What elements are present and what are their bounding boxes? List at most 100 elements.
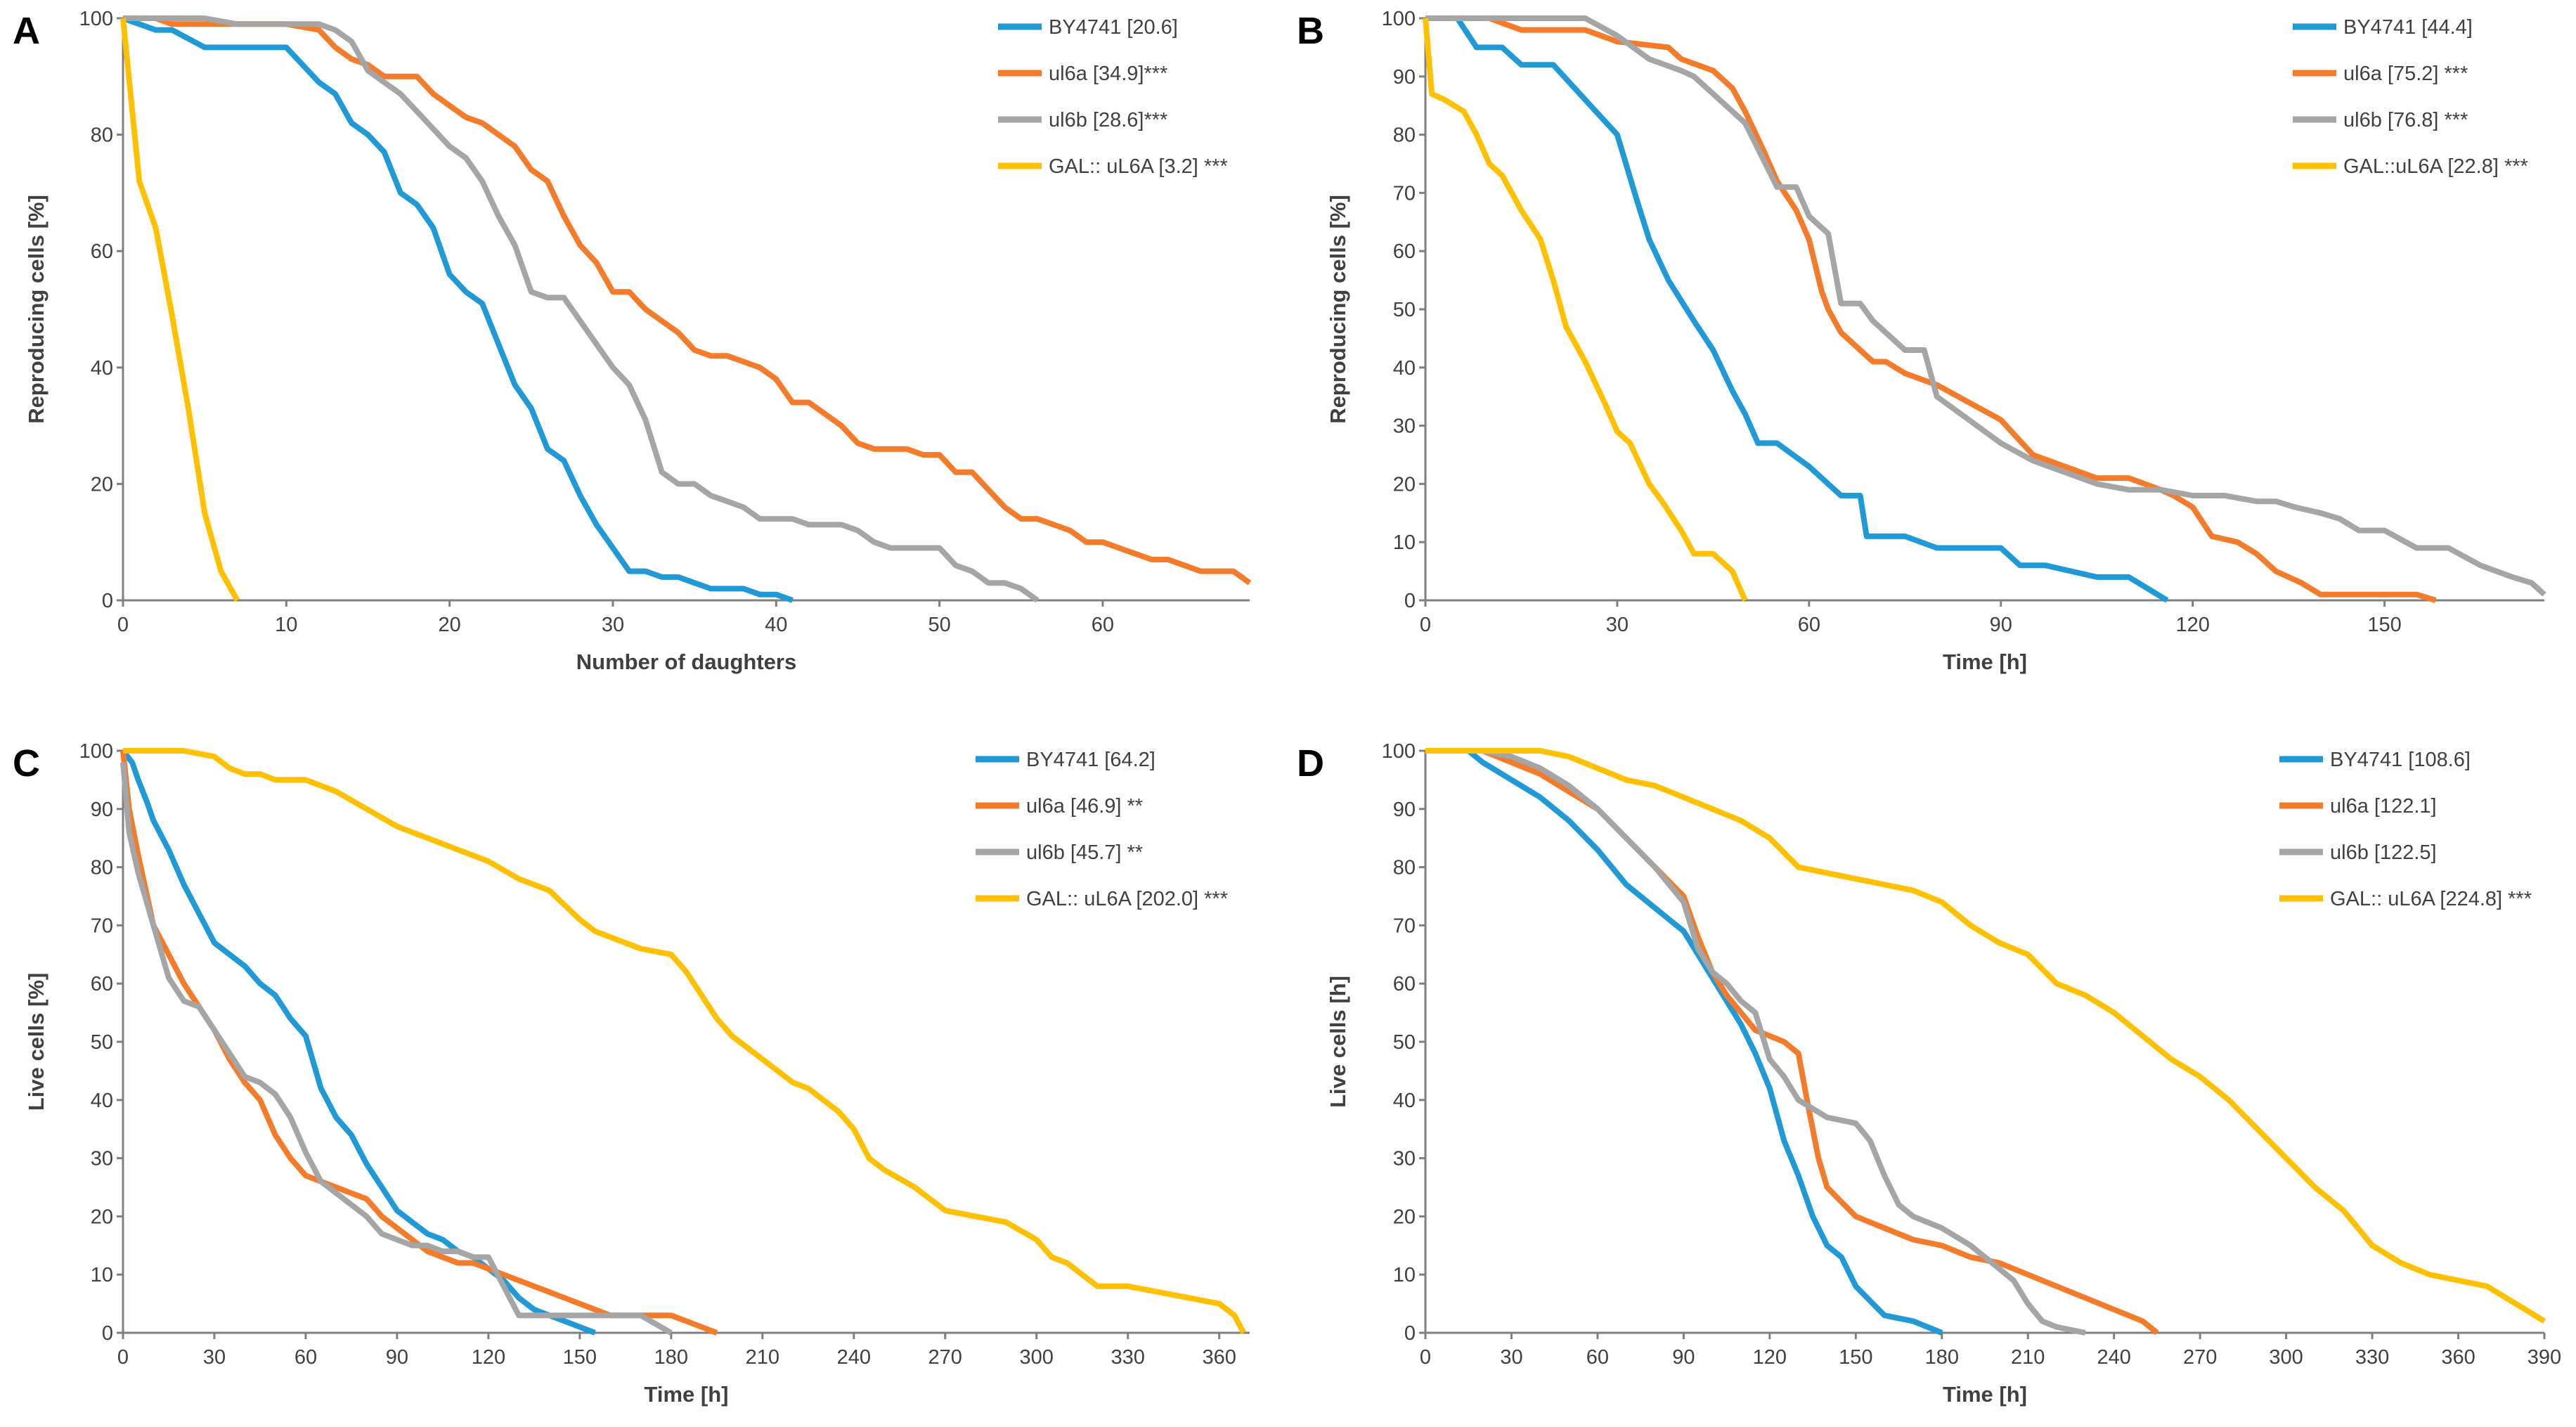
x-tick-label: 240 (837, 1346, 871, 1369)
x-tick-label: 180 (1925, 1346, 1959, 1369)
y-tick-label: 100 (1382, 8, 1416, 30)
series-line-ul6a (1425, 15, 2437, 603)
y-tick-label: 60 (91, 973, 113, 995)
legend-label: BY4741 [108.6] (2330, 749, 2471, 771)
x-tick-label: 30 (203, 1346, 226, 1369)
x-axis-title: Time [h] (645, 1382, 729, 1407)
legend-label: GAL:: uL6A [3.2] *** (1049, 155, 1228, 178)
series-line-ul6b (1425, 748, 2086, 1336)
x-tick-label: 90 (1990, 614, 2012, 636)
x-axis-title: Number of daughters (576, 650, 796, 674)
series-line-by4741 (1425, 748, 1943, 1336)
series-line-ul6a (123, 15, 1252, 586)
x-tick-label: 90 (386, 1346, 408, 1369)
legend-label: ul6b [45.7] ** (1026, 841, 1143, 864)
x-tick-label: 60 (1586, 1346, 1609, 1369)
x-tick-label: 0 (117, 614, 129, 636)
y-tick-label: 70 (1393, 182, 1416, 205)
y-tick-label: 10 (1393, 1264, 1416, 1286)
x-tick-label: 270 (928, 1346, 962, 1369)
legend-label: ul6a [34.9]*** (1049, 63, 1167, 85)
y-tick-label: 100 (79, 8, 113, 30)
y-tick-label: 100 (79, 740, 113, 763)
x-tick-label: 270 (2183, 1346, 2217, 1369)
y-tick-label: 80 (1393, 857, 1416, 879)
panel-letter: C (13, 742, 40, 784)
legend-label: GAL::uL6A [22.8] *** (2343, 155, 2528, 178)
y-tick-label: 0 (1404, 590, 1416, 612)
y-tick-label: 30 (91, 1148, 113, 1170)
y-tick-label: 90 (91, 799, 113, 821)
y-tick-label: 60 (1393, 973, 1416, 995)
y-tick-label: 30 (1393, 415, 1416, 438)
y-tick-label: 50 (1393, 1031, 1416, 1054)
series-line-gal (1425, 748, 2546, 1324)
x-tick-label: 210 (2011, 1346, 2045, 1369)
x-tick-label: 150 (2367, 614, 2401, 636)
y-tick-label: 0 (1404, 1322, 1416, 1345)
y-tick-label: 10 (1393, 531, 1416, 554)
legend-label: BY4741 [44.4] (2343, 16, 2473, 39)
x-tick-label: 60 (1798, 614, 1820, 636)
x-tick-label: 330 (2355, 1346, 2389, 1369)
x-tick-label: 330 (1111, 1346, 1145, 1369)
series-line-gal (123, 748, 1246, 1334)
chart-panel-a: A 0 20 40 60 80 100 0 10 20 30 40 50 60 Number of daug… (13, 8, 1252, 674)
y-tick-label: 70 (91, 915, 113, 937)
panel-letter: D (1297, 742, 1324, 784)
x-tick-label: 300 (2269, 1346, 2303, 1369)
x-tick-label: 150 (1839, 1346, 1872, 1369)
y-tick-label: 20 (91, 473, 113, 496)
series-line-by4741 (1425, 15, 2169, 603)
series-line-ul6b (123, 15, 1040, 603)
y-tick-label: 80 (91, 124, 113, 147)
x-tick-label: 30 (602, 614, 624, 636)
y-axis-title: Live cells [%] (24, 973, 48, 1111)
x-tick-label: 0 (1420, 1346, 1431, 1369)
series-line-ul6b (1425, 15, 2546, 597)
x-axis-title: Time [h] (1943, 1382, 2027, 1407)
y-tick-label: 0 (102, 1322, 113, 1345)
y-tick-label: 0 (102, 590, 113, 612)
x-tick-label: 10 (275, 614, 297, 636)
y-tick-label: 40 (91, 357, 113, 380)
y-tick-label: 10 (91, 1264, 113, 1286)
x-tick-label: 210 (746, 1346, 779, 1369)
legend-label: BY4741 [20.6] (1049, 16, 1178, 39)
x-tick-label: 240 (2097, 1346, 2130, 1369)
panel-letter: A (13, 10, 40, 52)
y-tick-label: 50 (91, 1031, 113, 1054)
y-tick-label: 20 (1393, 473, 1416, 496)
x-tick-label: 30 (1606, 614, 1629, 636)
y-tick-label: 60 (91, 240, 113, 263)
y-tick-label: 90 (1393, 799, 1416, 821)
x-tick-label: 90 (1672, 1346, 1695, 1369)
x-tick-label: 390 (2528, 1346, 2561, 1369)
series-line-by4741 (122, 15, 794, 603)
x-tick-label: 360 (2441, 1346, 2475, 1369)
y-tick-label: 90 (1393, 66, 1416, 89)
legend-label: ul6b [122.5] (2330, 841, 2437, 864)
legend-label: BY4741 [64.2] (1026, 749, 1156, 771)
x-tick-label: 120 (472, 1346, 505, 1369)
y-axis-title: Reproducing cells [%] (24, 195, 48, 424)
y-tick-label: 20 (1393, 1206, 1416, 1228)
x-tick-label: 60 (1092, 614, 1114, 636)
y-tick-label: 80 (1393, 124, 1416, 147)
x-tick-label: 120 (2175, 614, 2209, 636)
x-axis-title: Time [h] (1943, 650, 2027, 674)
y-tick-label: 80 (91, 857, 113, 879)
y-tick-label: 40 (1393, 357, 1416, 380)
chart-panel-d: D 0 10 20 30 40 50 60 70 80 90 100 0 30 60 90 120 150 180 2… (1297, 740, 2561, 1407)
x-tick-label: 0 (117, 1346, 129, 1369)
y-tick-label: 40 (1393, 1090, 1416, 1112)
legend-label: GAL:: uL6A [224.8] *** (2330, 888, 2532, 910)
y-tick-label: 50 (1393, 299, 1416, 321)
x-tick-label: 50 (928, 614, 950, 636)
x-tick-label: 20 (439, 614, 461, 636)
y-tick-label: 30 (1393, 1148, 1416, 1170)
x-tick-label: 360 (1202, 1346, 1236, 1369)
x-tick-label: 30 (1500, 1346, 1522, 1369)
y-axis-title: Live cells [h] (1326, 976, 1350, 1108)
